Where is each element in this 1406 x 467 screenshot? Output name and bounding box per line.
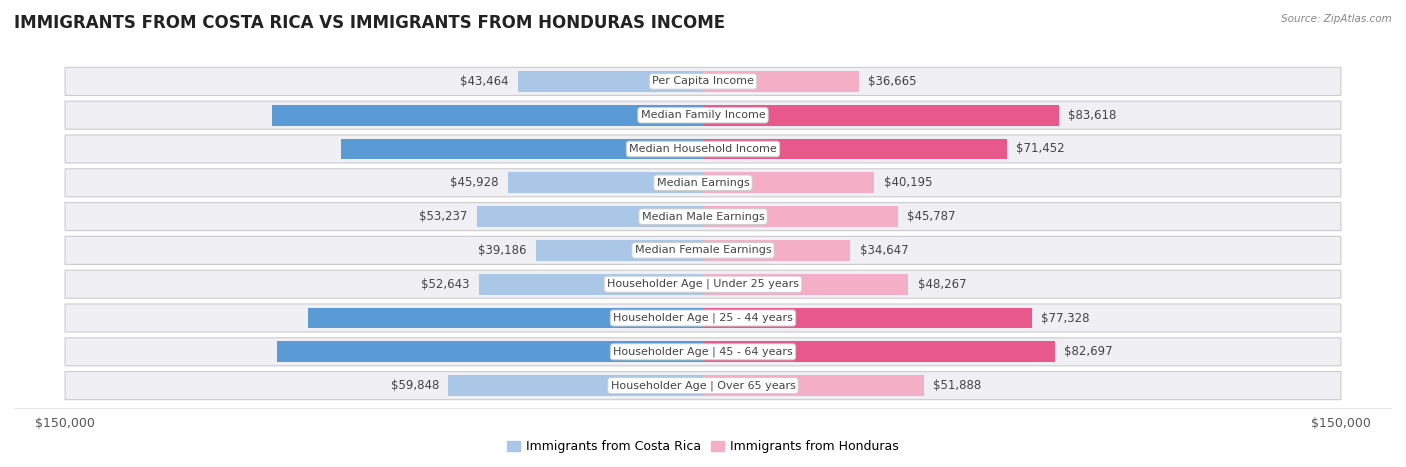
Text: $82,697: $82,697: [1064, 345, 1114, 358]
Text: IMMIGRANTS FROM COSTA RICA VS IMMIGRANTS FROM HONDURAS INCOME: IMMIGRANTS FROM COSTA RICA VS IMMIGRANTS…: [14, 14, 725, 32]
FancyBboxPatch shape: [65, 203, 1341, 231]
Text: $83,618: $83,618: [1069, 109, 1116, 122]
FancyBboxPatch shape: [65, 270, 1341, 298]
Text: $39,186: $39,186: [478, 244, 527, 257]
Bar: [479, 274, 703, 295]
Text: Householder Age | 25 - 44 years: Householder Age | 25 - 44 years: [613, 313, 793, 323]
Bar: [342, 139, 703, 159]
Text: $45,787: $45,787: [907, 210, 956, 223]
Legend: Immigrants from Costa Rica, Immigrants from Honduras: Immigrants from Costa Rica, Immigrants f…: [502, 435, 904, 458]
Text: $77,328: $77,328: [1042, 311, 1090, 325]
Text: Householder Age | 45 - 64 years: Householder Age | 45 - 64 years: [613, 347, 793, 357]
FancyBboxPatch shape: [65, 372, 1341, 400]
Text: $52,643: $52,643: [420, 278, 470, 290]
Text: $36,665: $36,665: [869, 75, 917, 88]
Text: Median Male Earnings: Median Male Earnings: [641, 212, 765, 222]
Text: Median Female Earnings: Median Female Earnings: [634, 245, 772, 255]
Bar: [703, 308, 1032, 328]
Text: $53,237: $53,237: [419, 210, 467, 223]
Text: Householder Age | Under 25 years: Householder Age | Under 25 years: [607, 279, 799, 290]
Bar: [703, 274, 908, 295]
Text: $101,354: $101,354: [638, 109, 700, 122]
Bar: [519, 71, 703, 92]
Bar: [277, 341, 703, 362]
Bar: [449, 375, 703, 396]
Text: Per Capita Income: Per Capita Income: [652, 77, 754, 86]
Bar: [703, 139, 1007, 159]
FancyBboxPatch shape: [65, 169, 1341, 197]
Text: $43,464: $43,464: [460, 75, 509, 88]
Bar: [703, 240, 851, 261]
Bar: [703, 172, 875, 193]
Text: $48,267: $48,267: [918, 278, 966, 290]
Bar: [703, 206, 897, 227]
Bar: [703, 105, 1059, 126]
Bar: [536, 240, 703, 261]
Text: Median Earnings: Median Earnings: [657, 178, 749, 188]
Text: $85,054: $85,054: [648, 142, 703, 156]
Text: Householder Age | Over 65 years: Householder Age | Over 65 years: [610, 380, 796, 391]
Bar: [703, 71, 859, 92]
Bar: [508, 172, 703, 193]
Bar: [271, 105, 703, 126]
Bar: [703, 341, 1054, 362]
Text: $100,141: $100,141: [640, 345, 700, 358]
Text: Median Family Income: Median Family Income: [641, 110, 765, 120]
FancyBboxPatch shape: [65, 101, 1341, 129]
FancyBboxPatch shape: [65, 304, 1341, 332]
Bar: [308, 308, 703, 328]
Bar: [703, 375, 924, 396]
Text: Source: ZipAtlas.com: Source: ZipAtlas.com: [1281, 14, 1392, 24]
FancyBboxPatch shape: [65, 236, 1341, 264]
Text: $34,647: $34,647: [860, 244, 908, 257]
Text: $92,876: $92,876: [644, 311, 697, 325]
Text: $45,928: $45,928: [450, 177, 498, 189]
FancyBboxPatch shape: [65, 338, 1341, 366]
Text: $40,195: $40,195: [883, 177, 932, 189]
Text: $71,452: $71,452: [1017, 142, 1066, 156]
FancyBboxPatch shape: [65, 135, 1341, 163]
Bar: [477, 206, 703, 227]
Text: $59,848: $59,848: [391, 379, 439, 392]
Text: Median Household Income: Median Household Income: [628, 144, 778, 154]
FancyBboxPatch shape: [65, 67, 1341, 95]
Text: $51,888: $51,888: [934, 379, 981, 392]
